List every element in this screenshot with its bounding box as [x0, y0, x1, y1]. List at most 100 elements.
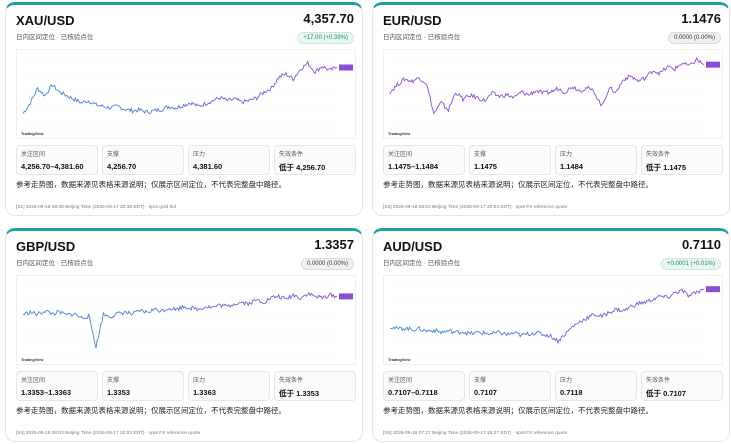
quote-card-eur: EUR/USD 1.1476 日内区间定位 · 已核验点位 0.0000 (0.… — [372, 2, 730, 216]
source-footer: [S3] 2026-09-18 08:03 Beijing Time (2026… — [383, 205, 568, 210]
price-chart[interactable]: TradingView — [383, 49, 723, 139]
price-chart[interactable]: TradingView — [16, 49, 356, 139]
last-price-marker — [706, 61, 720, 68]
stat-value: 低于 1.3353 — [279, 389, 320, 398]
stat-label: 关注区间 — [21, 378, 46, 384]
quote-card-xau: XAU/USD 4,357.70 日内区间定位 · 已核验点位 +17.00 (… — [5, 2, 363, 216]
stat-range: 关注区间 1.3353–1.3363 — [16, 371, 98, 401]
trend-svg — [389, 281, 720, 355]
tradingview-logo: TradingView — [388, 132, 411, 136]
trend-svg — [22, 55, 353, 129]
stat-label: 压力 — [193, 152, 206, 158]
stat-range: 关注区间 0.7107–0.7118 — [383, 371, 465, 401]
stat-value: 1.1475–1.1484 — [388, 162, 439, 171]
chart-note: 参考走势图，数据来源见表格来源说明；仅展示区间定位，不代表完整盘中路径。 — [383, 180, 653, 189]
change-badge: 0.0000 (0.00%) — [667, 32, 721, 44]
stat-support: 支撑 0.7107 — [469, 371, 551, 401]
stats-row: 关注区间 1.3353–1.3363 支撑 1.3353 压力 1.3363 失效条件… — [16, 371, 356, 401]
stat-label: 支撑 — [474, 152, 487, 158]
stat-label: 失效条件 — [646, 152, 671, 158]
stats-row: 关注区间 1.1475–1.1484 支撑 1.1475 压力 1.1484 失效条件… — [383, 145, 723, 175]
change-badge: 0.0000 (0.00%) — [300, 258, 354, 270]
price-line — [22, 60, 338, 115]
stat-value: 0.7107–0.7118 — [388, 388, 438, 397]
stat-support: 支撑 4,256.70 — [102, 145, 184, 175]
stat-value: 0.7118 — [560, 388, 583, 397]
tradingview-logo: TradingView — [21, 132, 44, 136]
last-price-marker — [706, 286, 720, 293]
change-badge: +17.00 (+0.39%) — [297, 32, 354, 44]
stat-label: 关注区间 — [388, 378, 413, 384]
stat-label: 压力 — [560, 378, 573, 384]
stat-invalidation: 失效条件低于 0.7107 — [641, 371, 723, 401]
price-line — [389, 288, 705, 345]
source-footer: [S1] 2026-09-18 08:38 Beijing Time (2026… — [16, 205, 176, 210]
pair-symbol: EUR/USD — [383, 13, 442, 28]
price-chart[interactable]: TradingView — [16, 275, 356, 365]
stat-invalidation: 失效条件低于 1.1475 — [641, 145, 723, 175]
stat-label: 关注区间 — [21, 152, 46, 158]
stat-label: 支撑 — [474, 378, 487, 384]
stat-support: 支撑 1.1475 — [469, 145, 551, 175]
stat-value: 1.1475 — [474, 162, 497, 171]
stat-value: 4,256.70–4,381.60 — [21, 162, 84, 171]
last-price: 1.3357 — [314, 237, 354, 252]
stat-label: 压力 — [193, 378, 206, 384]
stats-row: 关注区间 0.7107–0.7118 支撑 0.7107 压力 0.7118 失效条件… — [383, 371, 723, 401]
price-line — [389, 57, 705, 115]
chart-note: 参考走势图，数据来源见表格来源说明；仅展示区间定位，不代表完整盘中路径。 — [16, 180, 286, 189]
subtitle: 日内区间定位 · 已核验点位 — [383, 260, 461, 267]
quote-card-aud: AUD/USD 0.7110 日内区间定位 · 已核验点位 +0.0001 (+… — [372, 228, 730, 442]
last-price: 0.7110 — [681, 237, 721, 252]
subtitle: 日内区间定位 · 已核验点位 — [383, 34, 461, 41]
change-badge: +0.0001 (+0.01%) — [660, 258, 721, 270]
stat-value: 低于 4,256.70 — [279, 163, 326, 172]
subtitle: 日内区间定位 · 已核验点位 — [16, 34, 94, 41]
stat-label: 失效条件 — [646, 378, 671, 384]
last-price: 1.1476 — [681, 11, 721, 26]
stat-range: 关注区间 4,256.70–4,381.60 — [16, 145, 98, 175]
source-footer: [S4] 2026-09-18 08:03 Beijing Time (2026… — [16, 431, 201, 436]
trend-svg — [389, 55, 720, 129]
subtitle: 日内区间定位 · 已核验点位 — [16, 260, 94, 267]
stat-value: 低于 1.1475 — [646, 163, 687, 172]
stat-value: 1.1484 — [560, 162, 583, 171]
stat-value: 低于 0.7107 — [646, 389, 687, 398]
pair-symbol: AUD/USD — [383, 239, 443, 254]
stat-label: 失效条件 — [279, 152, 304, 158]
stat-value: 1.3363 — [193, 388, 216, 397]
stat-invalidation: 失效条件低于 1.3353 — [274, 371, 356, 401]
stat-support: 支撑 1.3353 — [102, 371, 184, 401]
stat-label: 关注区间 — [388, 152, 413, 158]
last-price-marker — [339, 64, 353, 71]
stat-value: 1.3353–1.3363 — [21, 388, 72, 397]
stat-range: 关注区间 1.1475–1.1484 — [383, 145, 465, 175]
stat-invalidation: 失效条件低于 4,256.70 — [274, 145, 356, 175]
stat-value: 4,256.70 — [107, 162, 137, 171]
stats-row: 关注区间 4,256.70–4,381.60 支撑 4,256.70 压力 4,381… — [16, 145, 356, 175]
quote-card-gbp: GBP/USD 1.3357 日内区间定位 · 已核验点位 0.0000 (0.… — [5, 228, 363, 442]
stat-label: 失效条件 — [279, 378, 304, 384]
stat-resistance: 压力 1.1484 — [555, 145, 637, 175]
price-chart[interactable]: TradingView — [383, 275, 723, 365]
price-line — [22, 291, 338, 349]
stat-label: 支撑 — [107, 152, 120, 158]
last-price: 4,357.70 — [303, 11, 354, 26]
pair-symbol: XAU/USD — [16, 13, 75, 28]
chart-note: 参考走势图，数据来源见表格来源说明；仅展示区间定位，不代表完整盘中路径。 — [16, 406, 286, 415]
stat-value: 0.7107 — [474, 388, 497, 397]
chart-note: 参考走势图，数据来源见表格来源说明；仅展示区间定位，不代表完整盘中路径。 — [383, 406, 653, 415]
stat-resistance: 压力 1.3363 — [188, 371, 270, 401]
stat-resistance: 压力 0.7118 — [555, 371, 637, 401]
stat-value: 1.3353 — [107, 388, 130, 397]
tradingview-logo: TradingView — [21, 358, 44, 362]
pair-symbol: GBP/USD — [16, 239, 76, 254]
tradingview-logo: TradingView — [388, 358, 411, 362]
source-footer: [S5] 2026-09-18 07:27 Beijing Time (2026… — [383, 431, 568, 436]
stat-label: 支撑 — [107, 378, 120, 384]
stat-resistance: 压力 4,381.60 — [188, 145, 270, 175]
trend-svg — [22, 281, 353, 355]
last-price-marker — [339, 293, 353, 300]
stat-label: 压力 — [560, 152, 573, 158]
